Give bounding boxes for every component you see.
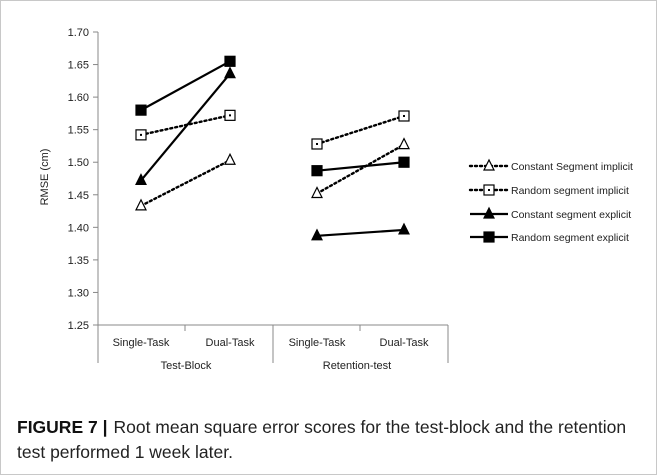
data-point: [224, 152, 236, 165]
legend-marker-dot: [488, 189, 490, 191]
data-point: [135, 104, 147, 116]
series-2: [135, 109, 410, 150]
y-tick-label: 1.65: [68, 60, 89, 72]
series-line-segment: [140, 72, 231, 182]
x-group-label: Retention-test: [323, 360, 391, 372]
y-tick-label: 1.60: [68, 92, 89, 104]
y-tick-label: 1.25: [68, 320, 89, 332]
legend-label: Random segment implicit: [511, 185, 629, 197]
legend-marker: [483, 206, 495, 219]
y-tick-label: 1.45: [68, 190, 89, 202]
series-line-segment: [315, 143, 406, 195]
figure-caption: FIGURE 7 | Root mean square error scores …: [17, 415, 637, 465]
y-tick-label: 1.50: [68, 157, 89, 169]
x-tick-labels: Single-Task Dual-Task Single-Task Dual-Task: [113, 337, 429, 349]
data-point-dot: [403, 114, 405, 117]
data-point: [398, 137, 410, 150]
legend-label: Random segment explicit: [511, 232, 629, 244]
data-point: [398, 222, 410, 235]
data-point: [311, 228, 323, 241]
series-line-segment: [316, 228, 405, 237]
legend-item: Random segment implicit: [468, 184, 629, 197]
series-lines: [135, 55, 410, 241]
y-tick-label: 1.35: [68, 255, 89, 267]
x-tick-label: Dual-Task: [206, 337, 255, 349]
legend-marker: [483, 231, 495, 243]
caption-text: Root mean square error scores for the te…: [17, 417, 627, 462]
y-axis-label: RMSE (cm): [39, 149, 51, 206]
legend-marker: [483, 158, 495, 171]
data-point: [135, 173, 147, 186]
x-tick-label: Dual-Task: [380, 337, 429, 349]
legend-label: Constant Segment implicit: [511, 161, 633, 173]
y-tick-label: 1.30: [68, 287, 89, 299]
legend-item: Constant segment explicit: [470, 206, 631, 221]
legend-label: Constant segment explicit: [511, 209, 631, 221]
legend-item: Constant Segment implicit: [468, 158, 633, 173]
y-tick-label: 1.70: [68, 27, 89, 39]
series-3: [135, 66, 410, 241]
series-line-segment: [316, 161, 405, 172]
series-4: [135, 55, 410, 177]
data-point: [398, 156, 410, 168]
series-line-segment: [139, 114, 232, 137]
legend: Constant Segment implicit Random segment …: [468, 158, 633, 244]
series-line-segment: [140, 60, 231, 112]
line-chart: 1.25 1.30 1.35 1.40 1.45 1.50 1.55 1.60 1.65 1.70…: [39, 27, 633, 372]
y-tick-labels: 1.25 1.30 1.35 1.40 1.45 1.50 1.55 1.60 1.65 1.70: [68, 27, 89, 332]
series-line-segment: [315, 114, 406, 146]
figure-label: FIGURE 7 |: [17, 417, 108, 437]
data-point-dot: [140, 133, 142, 136]
legend-item: Random segment explicit: [470, 231, 629, 244]
chart-axes: [93, 31, 449, 363]
data-point: [135, 198, 147, 211]
y-tick-label: 1.55: [68, 125, 89, 137]
x-group-labels: Test-Block Retention-test: [161, 360, 392, 372]
data-point: [224, 66, 236, 79]
series-1: [135, 137, 410, 211]
y-tick-label: 1.40: [68, 222, 89, 234]
data-point: [224, 55, 236, 67]
data-point: [311, 165, 323, 177]
x-tick-label: Single-Task: [113, 337, 170, 349]
data-point-dot: [316, 142, 318, 145]
series-line-segment: [139, 159, 232, 208]
data-point-dot: [229, 114, 231, 117]
data-point: [311, 186, 323, 199]
x-group-label: Test-Block: [161, 360, 212, 372]
x-tick-label: Single-Task: [289, 337, 346, 349]
